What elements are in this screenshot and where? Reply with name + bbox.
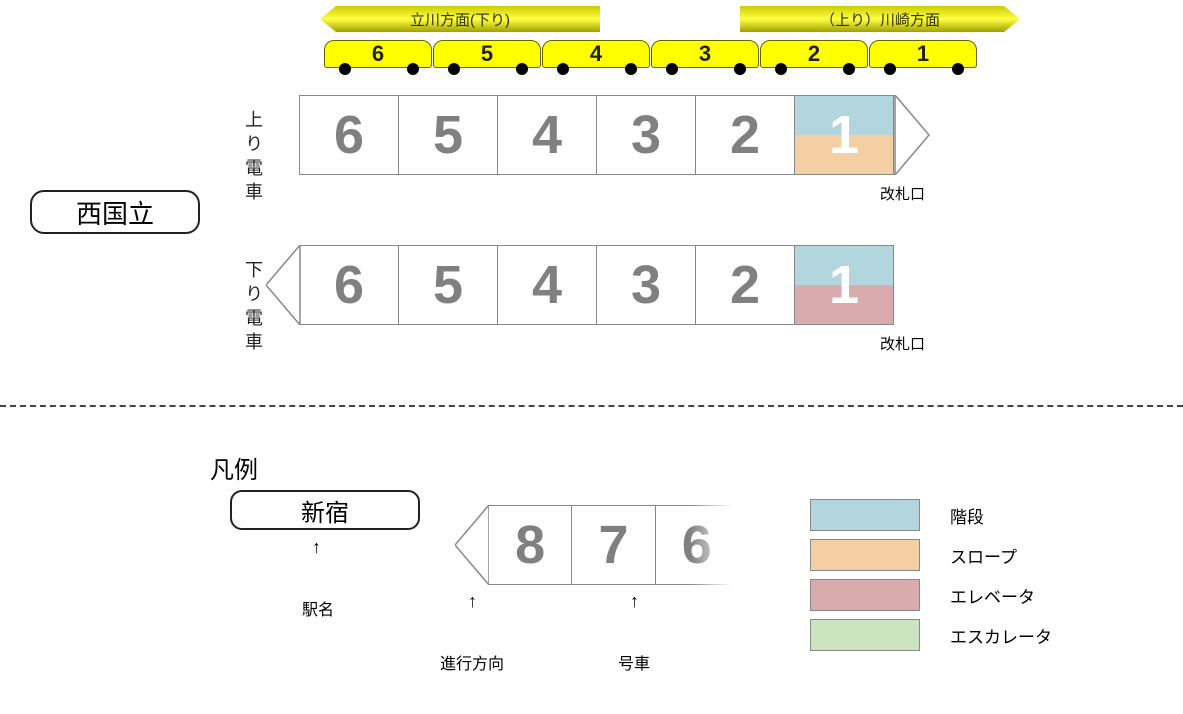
direction-left-label: 立川方面(下り) (320, 7, 600, 31)
legend-station-pill: 新宿 (230, 490, 420, 530)
legend-station-label: 駅名 (302, 596, 334, 620)
car-box: 3 (596, 245, 696, 325)
yellow-car: 4 (542, 40, 650, 68)
legend-label: エレベータ (950, 583, 1035, 608)
direction-right-label: （上り）川崎方面 (740, 7, 1020, 31)
yellow-train-diagram: 654321 (324, 40, 978, 68)
yellow-car: 2 (760, 40, 868, 68)
up-train-vlabel: 上り電車 (240, 110, 266, 206)
yellow-car: 3 (651, 40, 759, 68)
legend-row: エレベータ (810, 575, 1052, 615)
legend-fade (690, 500, 750, 590)
legend-label: 階段 (950, 503, 984, 528)
down-train-vlabel: 下り電車 (240, 260, 266, 356)
car-box: 1 (794, 245, 894, 325)
legend-car-box: 8 (489, 505, 572, 585)
legend-swatch (810, 619, 920, 651)
car-box: 2 (695, 245, 795, 325)
legend-swatch (810, 579, 920, 611)
legend-car-label: 号車 (618, 650, 650, 674)
legend-items: 階段スロープエレベータエスカレータ (810, 495, 1052, 655)
legend-swatch (810, 499, 920, 531)
legend-car-arrow: ↑ (630, 592, 639, 612)
legend-direction-label: 進行方向 (440, 650, 504, 674)
car-box: 6 (299, 245, 399, 325)
legend-row: 階段 (810, 495, 1052, 535)
legend-row: エスカレータ (810, 615, 1052, 655)
station-name-pill: 西国立 (30, 190, 200, 234)
legend-station-arrow: ↑ (312, 538, 321, 558)
legend-label: エスカレータ (950, 623, 1052, 648)
yellow-car: 5 (433, 40, 541, 68)
down-gate-label: 改札口 (880, 333, 925, 354)
car-box: 4 (497, 245, 597, 325)
down-train-arrow (266, 245, 306, 330)
up-gate-label: 改札口 (880, 183, 925, 204)
yellow-car: 6 (324, 40, 432, 68)
down-train-row: 654321 (300, 245, 894, 325)
legend-direction-arrow: ↑ (468, 592, 477, 612)
car-box: 5 (398, 245, 498, 325)
divider (0, 405, 1183, 407)
yellow-car: 1 (869, 40, 977, 68)
legend-label: スロープ (950, 543, 1017, 568)
legend-row: スロープ (810, 535, 1052, 575)
legend-car-box: 7 (571, 505, 655, 585)
legend-title: 凡例 (210, 450, 258, 485)
legend-swatch (810, 539, 920, 571)
